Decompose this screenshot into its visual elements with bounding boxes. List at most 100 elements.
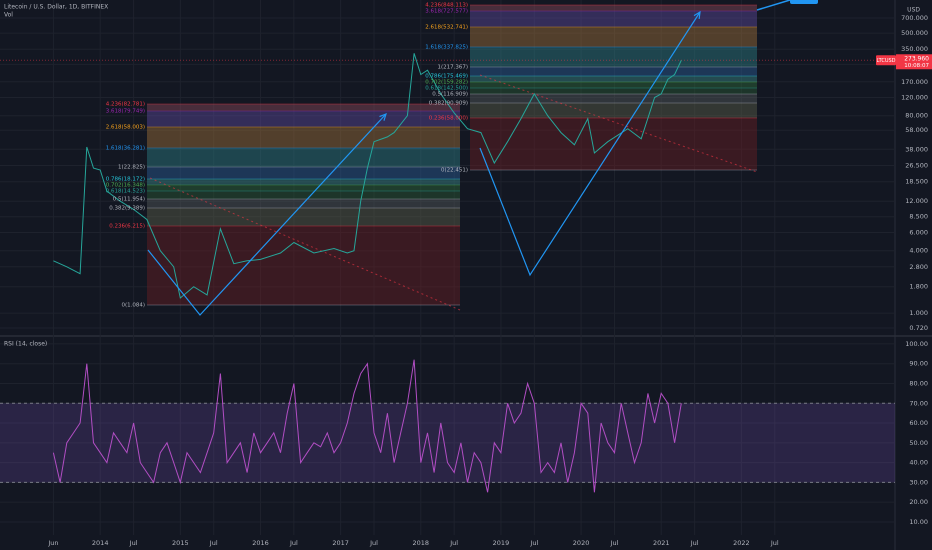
x-tick-label: 2020 — [573, 539, 590, 547]
y-tick-label: 60.00 — [909, 419, 928, 427]
fib-band — [147, 226, 460, 305]
currency-label: USD — [907, 7, 920, 14]
y-tick-label: 80.000 — [905, 112, 928, 120]
fib-label: 0.702(159.282) — [425, 80, 468, 86]
y-tick-label: 20.00 — [909, 498, 928, 506]
fib-band — [147, 104, 460, 111]
fib-band — [470, 11, 757, 27]
chart-title: Litecoin / U.S. Dollar, 1D, BITFINEX — [4, 4, 108, 11]
fib-label: 0.382(9.389) — [109, 206, 145, 212]
x-tick-label: Jul — [449, 539, 458, 547]
x-tick-label: Jul — [529, 539, 538, 547]
drawing-handle — [790, 0, 818, 4]
x-tick-label: Jul — [209, 539, 218, 547]
fib-label: 0.382(90.909) — [429, 101, 468, 107]
trend-line — [149, 177, 461, 311]
y-tick-label: 10.00 — [909, 518, 928, 526]
x-tick-label: 2018 — [413, 539, 430, 547]
rsi-band — [0, 403, 895, 483]
price-tag-text: 273.960 — [904, 55, 929, 62]
drawing-arrow — [479, 11, 701, 277]
fib-band — [470, 94, 757, 103]
x-tick-label: 2014 — [92, 539, 109, 547]
y-tick-label: 26.500 — [905, 162, 928, 170]
fib-label: 0.236(58.000) — [429, 116, 468, 122]
fib-label: 1.618(337.825) — [425, 45, 468, 51]
x-tick-label: Jul — [129, 539, 138, 547]
y-tick-label: 0.720 — [909, 324, 928, 332]
series-line — [53, 53, 682, 299]
y-tick-label: 4.000 — [909, 247, 928, 255]
fib-label: 1(22.825) — [118, 165, 145, 171]
fib-label: 1(217.367) — [437, 65, 468, 71]
symbol-tag-text: LTCUSD — [876, 58, 895, 64]
fib-label: 0.786(18.172) — [106, 177, 145, 183]
fib-label: 0.5(11.954) — [113, 197, 145, 203]
arrow-head — [693, 10, 701, 20]
y-tick-label: 12.000 — [905, 197, 928, 205]
fib-band — [470, 103, 757, 118]
x-tick-label: Jun — [47, 539, 58, 547]
drawing-arrow — [756, 0, 791, 11]
countdown-text: 10:08:07 — [904, 63, 929, 69]
x-tick-label: Jul — [289, 539, 298, 547]
y-tick-label: 1.800 — [909, 283, 928, 291]
x-tick-label: Jul — [369, 539, 378, 547]
y-tick-label: 120.000 — [901, 93, 928, 101]
fib-label: 3.618(79.749) — [106, 109, 145, 115]
fib-band — [147, 191, 460, 199]
fib-band — [470, 118, 757, 170]
fib-band — [147, 111, 460, 127]
y-tick-label: 80.00 — [909, 379, 928, 387]
fib-label: 0.618(14.523) — [106, 189, 145, 195]
fib-label: 0.5(116.909) — [432, 92, 468, 98]
y-tick-label: 500.000 — [901, 29, 928, 37]
fib-band — [147, 148, 460, 167]
fib-label: 0.786(175.469) — [425, 74, 468, 80]
y-tick-label: 58.000 — [905, 126, 928, 134]
fib-label: 3.618(727.577) — [425, 9, 468, 15]
rsi-title: RSI (14, close) — [4, 341, 47, 348]
fib-label: 0.702(16.348) — [106, 183, 145, 189]
fib-band — [147, 208, 460, 226]
fib-label: 0.236(6.215) — [109, 224, 145, 230]
series-line — [52, 359, 682, 493]
y-tick-label: 170.000 — [901, 78, 928, 86]
fib-label: 4.236(848.113) — [425, 3, 468, 9]
y-tick-label: 8.500 — [909, 213, 928, 221]
volume-label: Vol — [4, 12, 13, 19]
trend-line — [479, 74, 758, 173]
y-tick-label: 2.800 — [909, 263, 928, 271]
fib-band — [470, 47, 757, 67]
fib-label: 0(22.451) — [441, 168, 468, 174]
x-tick-label: Jul — [610, 539, 619, 547]
fib-band — [470, 88, 757, 94]
fib-band — [147, 127, 460, 148]
fib-label: 2.618(58.003) — [106, 125, 145, 131]
y-tick-label: 100.00 — [905, 340, 928, 348]
y-tick-label: 50.00 — [909, 439, 928, 447]
x-tick-label: Jul — [690, 539, 699, 547]
fib-band — [470, 67, 757, 76]
y-tick-label: 18.500 — [905, 178, 928, 186]
fib-label: 4.236(82.781) — [106, 102, 145, 108]
fib-band — [147, 185, 460, 191]
y-tick-label: 350.000 — [901, 45, 928, 53]
fib-band — [470, 82, 757, 88]
y-tick-label: 90.00 — [909, 360, 928, 368]
y-tick-label: 6.000 — [909, 228, 928, 236]
fib-band — [470, 76, 757, 82]
fib-label: 0.618(142.500) — [425, 86, 468, 92]
y-tick-label: 40.00 — [909, 459, 928, 467]
symbol-tag — [876, 55, 896, 66]
fib-band — [470, 5, 757, 11]
price-tag — [896, 54, 932, 70]
y-tick-label: 700.000 — [901, 14, 928, 22]
fib-band — [147, 167, 460, 179]
x-tick-label: 2019 — [493, 539, 510, 547]
y-tick-label: 1.000 — [909, 309, 928, 317]
x-tick-label: 2016 — [252, 539, 269, 547]
fib-label: 0(1.084) — [121, 303, 145, 309]
